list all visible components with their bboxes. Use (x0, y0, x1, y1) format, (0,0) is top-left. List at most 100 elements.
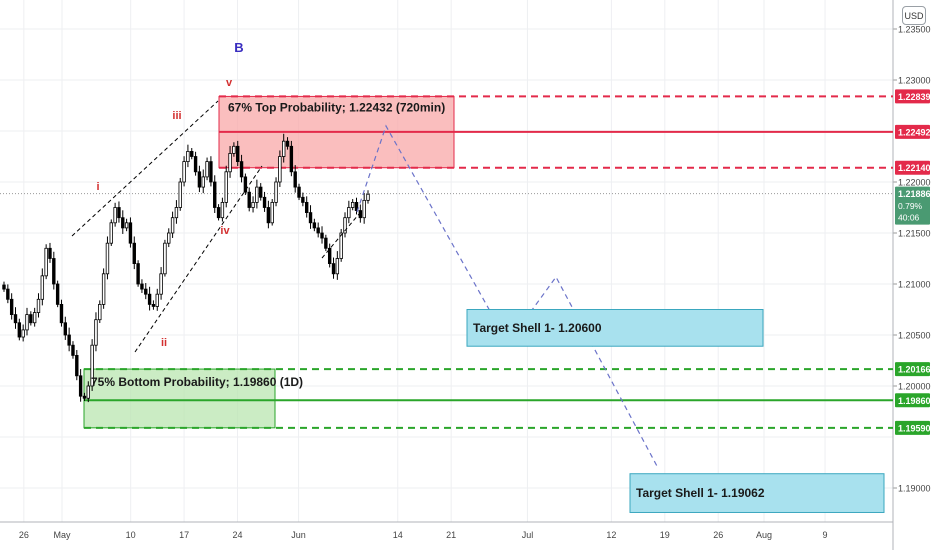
target-box (466, 309, 764, 347)
candle-bearish (247, 191, 251, 208)
price-badge (895, 393, 930, 408)
candle-bullish (228, 153, 232, 173)
candle-bullish (224, 171, 228, 203)
candle-bearish (354, 201, 359, 211)
wave-label-iii: iii (172, 110, 181, 122)
price-badge (895, 89, 930, 104)
candle-bearish (78, 375, 83, 397)
candle-bearish (67, 334, 71, 346)
candle-bullish (255, 186, 259, 203)
wave-label-iv: iv (220, 225, 230, 237)
price-badge (895, 362, 930, 377)
candle-bullish (335, 258, 340, 275)
x-axis-tick-label: 21 (446, 530, 456, 540)
price-badge-label: 1.19590 (898, 423, 931, 433)
currency-button[interactable]: USD (902, 6, 926, 25)
price-badge-label: 1.22492 (898, 127, 931, 137)
wave-channel-upper (71, 100, 219, 237)
candle-bearish (132, 242, 136, 264)
x-axis-tick-label: Jun (291, 530, 306, 540)
candle-bearish (297, 186, 301, 198)
candle-bearish (121, 217, 125, 229)
wave-channel-short (321, 213, 360, 259)
candle-bullish (220, 201, 225, 219)
target-box-label: Target Shell 1- 1.19062 (636, 486, 765, 500)
candle-bearish (358, 210, 363, 219)
candle-bullish (155, 293, 159, 307)
candle-bullish (32, 312, 37, 324)
candle-bearish (190, 150, 194, 157)
x-axis-tick-label: May (53, 530, 71, 540)
candle-bearish (193, 156, 198, 173)
candle-bullish (343, 217, 347, 234)
candle-bearish (259, 186, 263, 198)
y-axis-tick-label: 1.23000 (898, 76, 931, 86)
candle-bullish (174, 207, 179, 219)
candle-bullish (101, 273, 106, 305)
candle-bullish (25, 314, 29, 331)
wave-label-v: v (226, 77, 233, 89)
candle-bullish (167, 232, 171, 244)
candle-bearish (236, 145, 240, 163)
candle-bullish (98, 303, 102, 321)
candle-bearish (312, 222, 317, 229)
candle-bullish (232, 145, 236, 154)
candle-bearish (209, 161, 213, 183)
y-axis-tick-label: 1.21000 (898, 280, 931, 290)
x-axis-tick-label: 14 (393, 530, 403, 540)
candle-bearish (213, 181, 217, 208)
candle-bearish (52, 258, 56, 285)
wave-label-B: B (234, 40, 243, 55)
x-axis-tick-label: 26 (19, 530, 29, 540)
x-axis-tick-label: 17 (179, 530, 189, 540)
candle-bullish (21, 329, 25, 338)
candle-bearish (75, 354, 79, 377)
bottom-zone-label: 75% Bottom Probability; 1.19860 (1D) (91, 375, 303, 389)
candle-bearish (59, 303, 64, 324)
x-axis-tick-label: Aug (756, 530, 772, 540)
candle-bullish (270, 201, 274, 224)
candle-bullish (94, 319, 98, 346)
candle-bearish (128, 222, 133, 244)
x-axis-tick-label: 10 (126, 530, 136, 540)
top-zone-label: 67% Top Probability; 1.22432 (720min) (228, 100, 445, 114)
target-box (629, 473, 885, 513)
candle-bearish (17, 322, 22, 338)
candle-bullish (105, 242, 110, 275)
wave-label-i: i (96, 181, 99, 193)
y-axis-tick-label: 1.23500 (898, 25, 931, 35)
y-axis-tick-label: 1.20000 (898, 382, 931, 392)
candle-bullish (205, 161, 209, 178)
price-badge (895, 124, 930, 139)
candle-bearish (63, 322, 68, 336)
candle-bullish (178, 181, 182, 208)
x-axis-tick-label: 24 (232, 530, 242, 540)
candle-bearish (136, 263, 140, 285)
price-badge (895, 420, 930, 435)
candle-bearish (243, 176, 248, 193)
candle-bullish (201, 176, 205, 188)
candle-bullish (282, 140, 286, 157)
candle-bearish (308, 212, 313, 224)
current-price-value: 1.21886 (898, 189, 931, 199)
current-price-badge (895, 186, 930, 225)
candle-bullish (44, 247, 48, 277)
candle-bearish (197, 171, 202, 188)
current-price-countdown: 40:06 (898, 213, 920, 223)
candle-bullish (40, 275, 45, 300)
y-axis-tick-label: 1.22000 (898, 178, 931, 188)
y-axis-tick-label: 1.20500 (898, 331, 931, 341)
x-axis-tick-label: Jul (522, 530, 534, 540)
candle-bearish (48, 247, 52, 259)
candle-bearish (9, 298, 14, 315)
candle-bullish (109, 222, 113, 244)
candle-bullish (113, 207, 117, 224)
candle-bearish (285, 140, 290, 147)
x-axis-tick-label: 9 (823, 530, 828, 540)
candle-bearish (239, 161, 244, 178)
candle-bullish (278, 156, 282, 183)
candle-bullish (159, 273, 163, 295)
